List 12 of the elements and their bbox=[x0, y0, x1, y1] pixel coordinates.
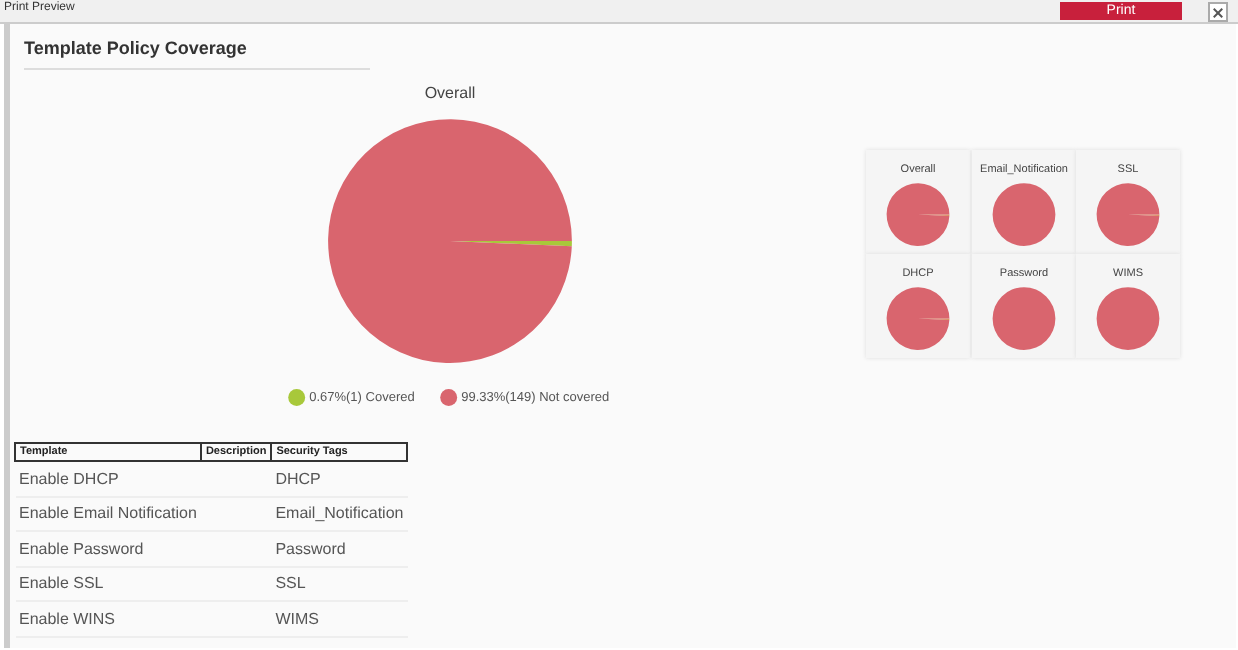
text: DHCP bbox=[273, 467, 323, 492]
text: Email_Notification bbox=[273, 502, 406, 527]
text: SSL bbox=[273, 572, 308, 597]
text: Password bbox=[273, 537, 348, 562]
text: Enable DHCP bbox=[17, 467, 121, 492]
text: WIMS bbox=[273, 607, 321, 632]
text: Enable SSL bbox=[17, 572, 106, 597]
text: Enable Password bbox=[17, 537, 146, 562]
text: Enable WINS bbox=[17, 607, 118, 632]
text: Template Policy Coverage bbox=[24, 38, 370, 70]
chart-subtitle: Overall bbox=[424, 84, 476, 103]
text: Enable Email Notification bbox=[17, 502, 199, 527]
